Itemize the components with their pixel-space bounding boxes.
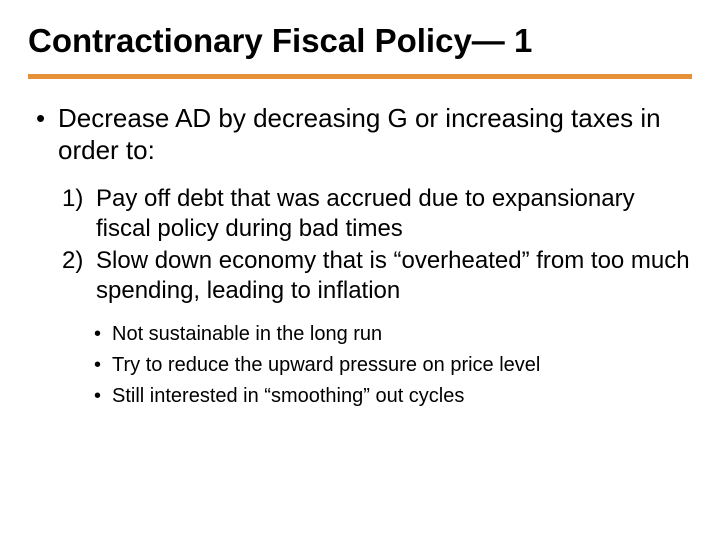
sub-bullet-text: Still interested in “smoothing” out cycl…	[112, 382, 692, 411]
sub-bullet-text: Not sustainable in the long run	[112, 320, 692, 349]
sub-bullet-list: • Not sustainable in the long run • Try …	[28, 320, 692, 411]
slide: Contractionary Fiscal Policy— 1 • Decrea…	[0, 0, 720, 540]
main-bullet: • Decrease AD by decreasing G or increas…	[28, 103, 692, 166]
list-item: 2) Slow down economy that is “overheated…	[62, 246, 692, 306]
bullet-icon: •	[94, 320, 112, 349]
list-item: • Still interested in “smoothing” out cy…	[94, 382, 692, 411]
bullet-icon: •	[94, 351, 112, 380]
list-item: • Try to reduce the upward pressure on p…	[94, 351, 692, 380]
list-item: 1) Pay off debt that was accrued due to …	[62, 184, 692, 244]
title-divider	[28, 74, 692, 79]
slide-title: Contractionary Fiscal Policy— 1	[28, 22, 692, 60]
list-text: Slow down economy that is “overheated” f…	[96, 246, 692, 306]
numbered-list: 1) Pay off debt that was accrued due to …	[28, 184, 692, 306]
list-number: 2)	[62, 246, 96, 306]
bullet-icon: •	[36, 103, 58, 166]
sub-bullet-text: Try to reduce the upward pressure on pri…	[112, 351, 692, 380]
list-number: 1)	[62, 184, 96, 244]
list-item: • Not sustainable in the long run	[94, 320, 692, 349]
list-text: Pay off debt that was accrued due to exp…	[96, 184, 692, 244]
main-bullet-text: Decrease AD by decreasing G or increasin…	[58, 103, 692, 166]
bullet-icon: •	[94, 382, 112, 411]
